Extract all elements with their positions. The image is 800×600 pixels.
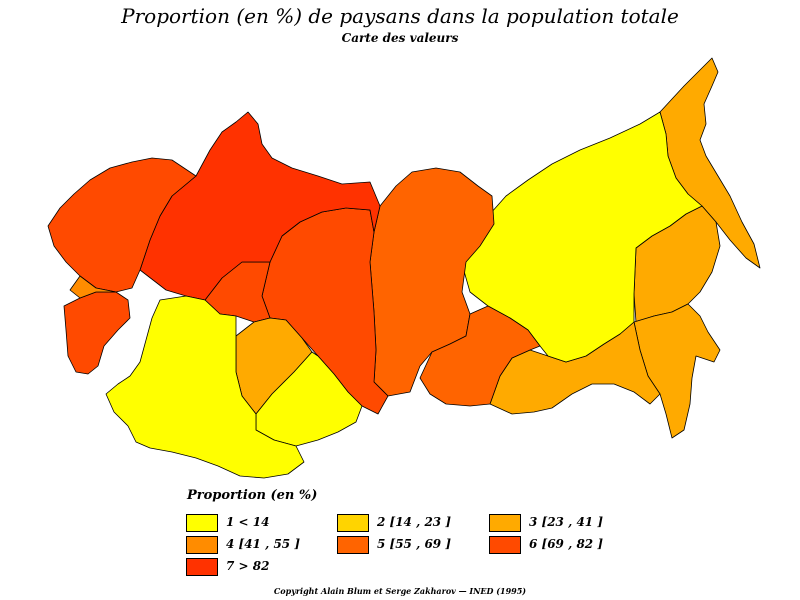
map-subtitle: Carte des valeurs (341, 31, 459, 45)
region-southwest (63, 291, 131, 375)
legend-swatch (186, 514, 218, 532)
region-north-russia (139, 111, 381, 301)
region-amur (633, 303, 721, 439)
legend-label: 1 < 14 (226, 515, 270, 529)
legend-swatch (489, 536, 521, 554)
legend-label: 7 > 82 (226, 559, 270, 573)
legend-swatch (337, 536, 369, 554)
legend-swatch (337, 514, 369, 532)
region-irkutsk (419, 305, 541, 407)
legend-swatch (186, 536, 218, 554)
legend-title: Proportion (en %) (187, 488, 318, 503)
legend-label: 5 [55 , 69 ] (377, 537, 451, 551)
region-caucasus (69, 275, 117, 299)
map-title: Proportion (en %) de paysans dans la pop… (121, 4, 679, 28)
region-east-kazakhstan (255, 351, 363, 447)
region-transbaikal (489, 321, 661, 415)
copyright-notice: Copyright Alain Blum et Serge Zakharov —… (273, 586, 527, 596)
region-yakutia (461, 111, 703, 363)
legend-swatch (186, 558, 218, 576)
legend-label: 6 [69 , 82 ] (529, 537, 603, 551)
region-central-asia (105, 295, 305, 479)
legend-label: 4 [41 , 55 ] (226, 537, 300, 551)
legend-swatch (489, 514, 521, 532)
legend-label: 3 [23 , 41 ] (529, 515, 603, 529)
legend-label: 2 [14 , 23 ] (377, 515, 451, 529)
